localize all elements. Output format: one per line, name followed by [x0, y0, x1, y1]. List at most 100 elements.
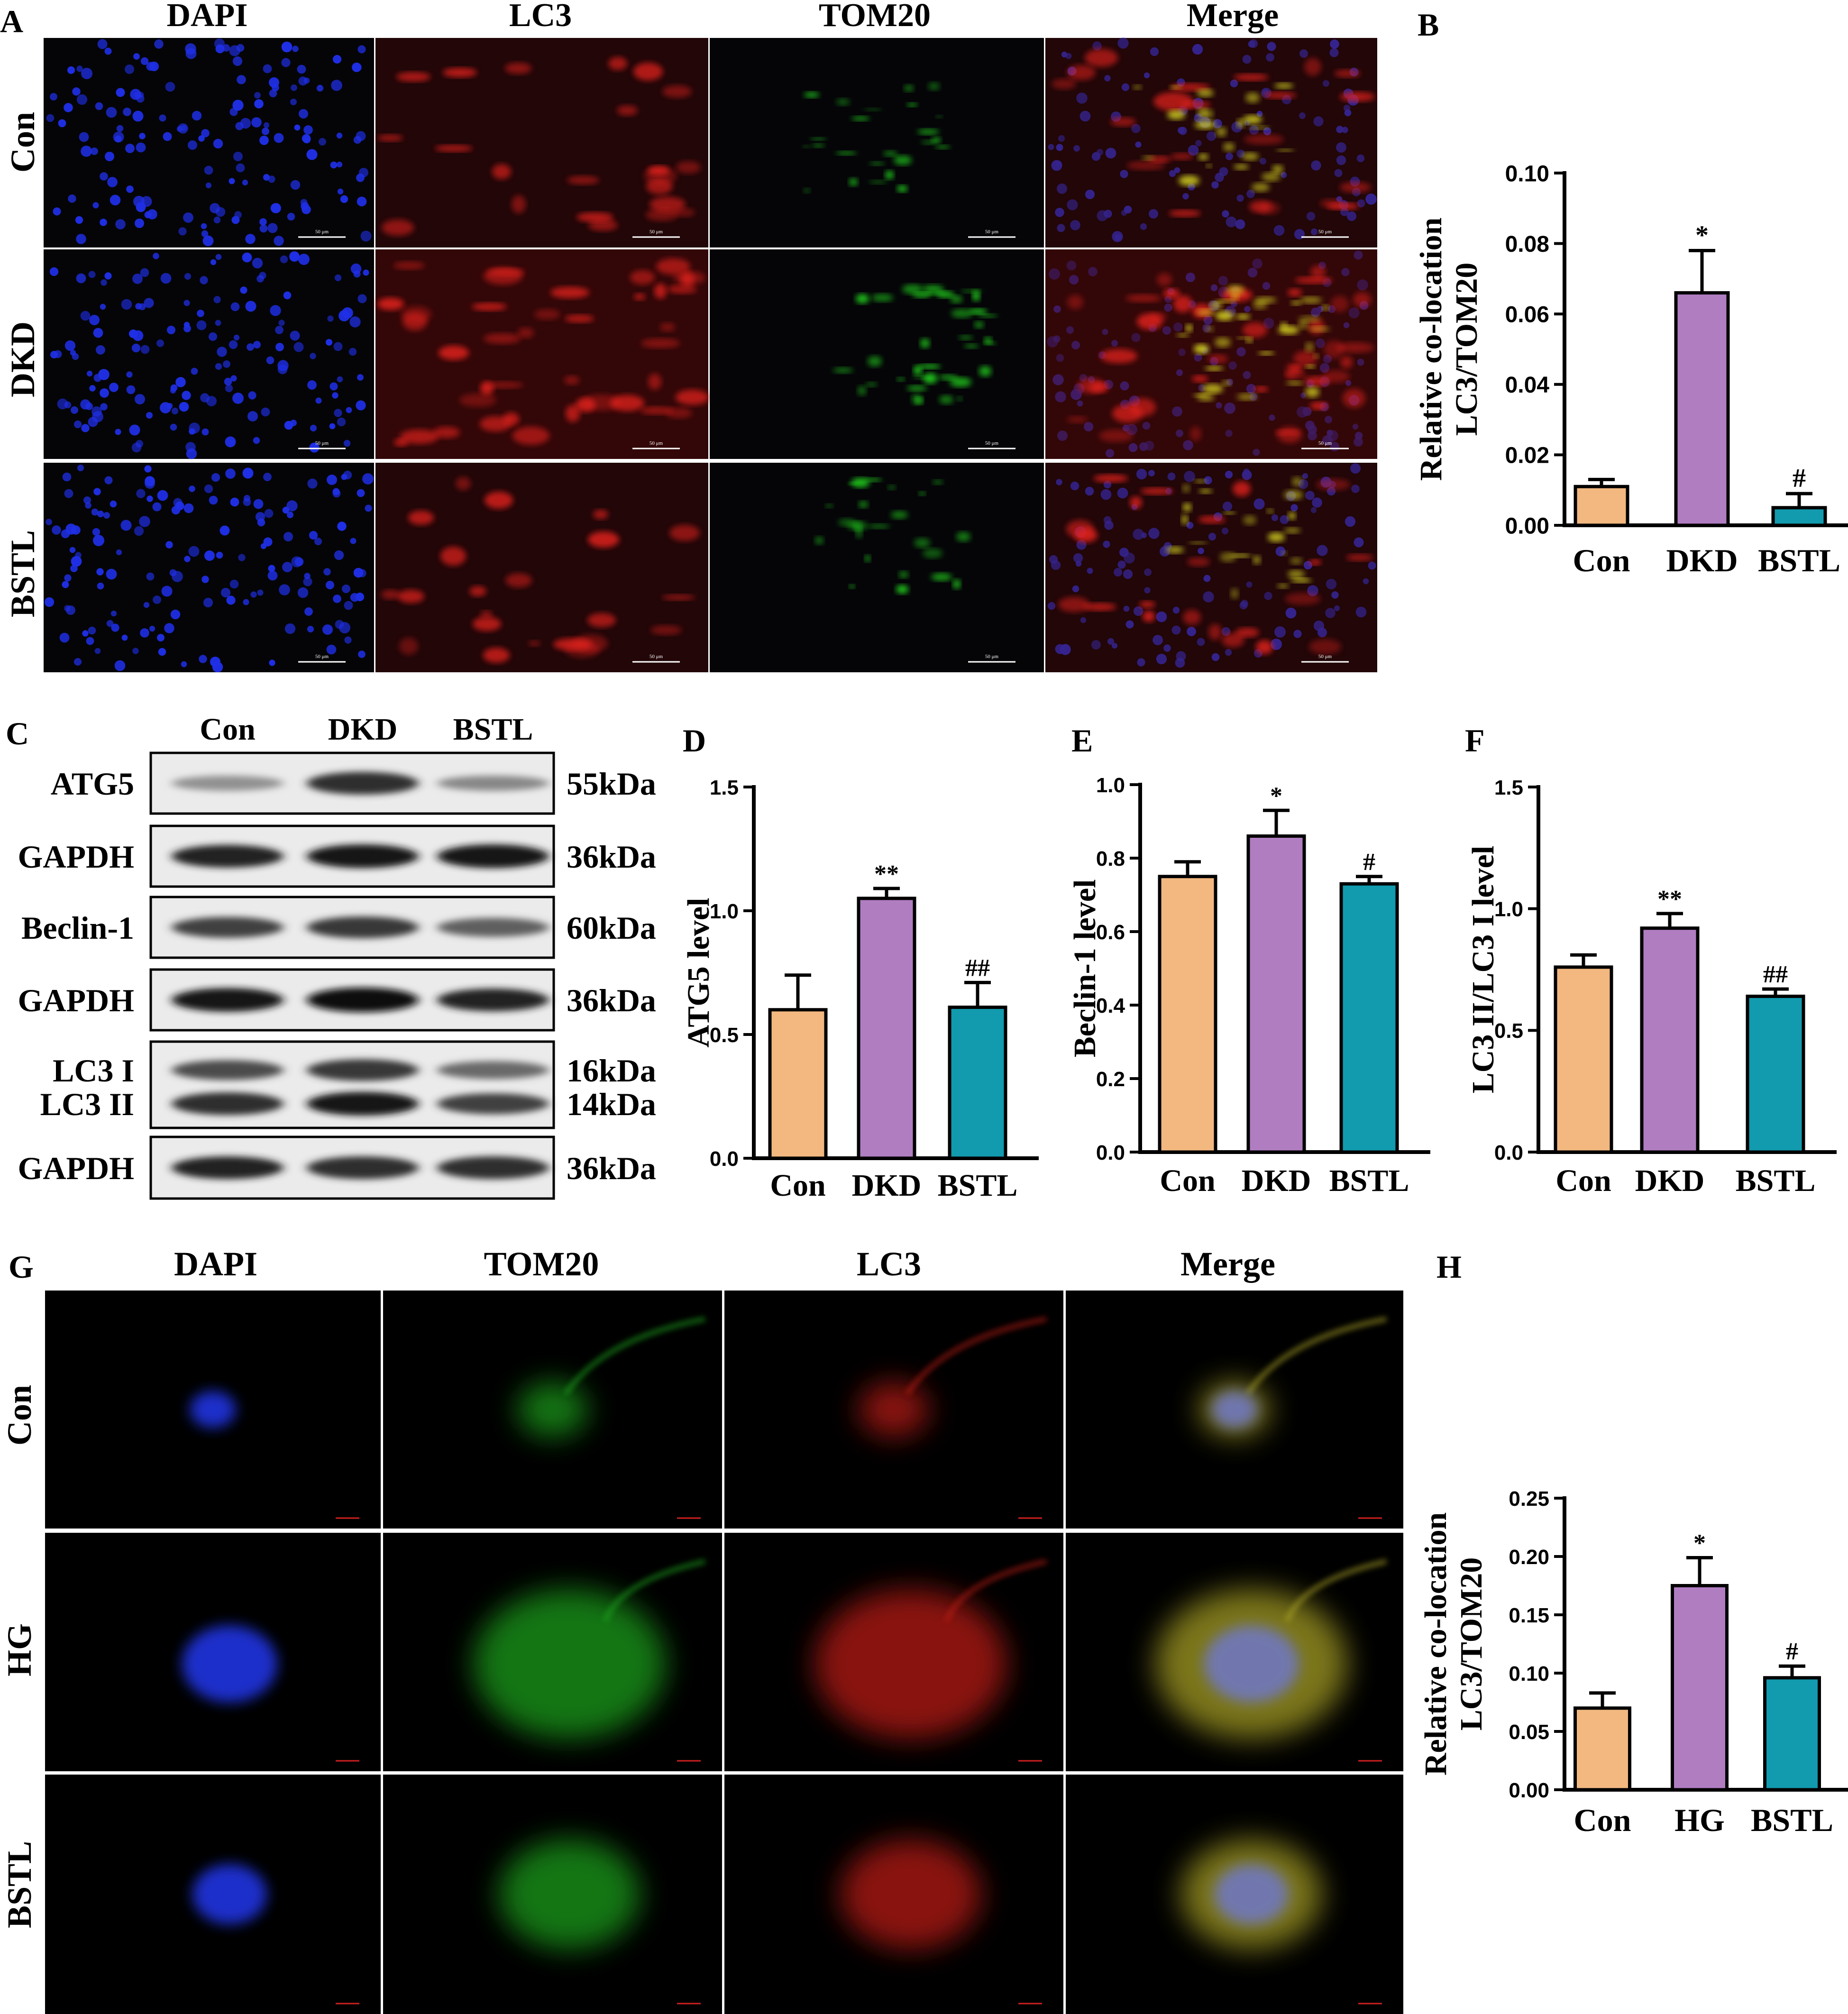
y-tick-label: 0.00	[1509, 1779, 1549, 1802]
micrograph-g-con-dapi	[45, 1291, 381, 1529]
y-tick-label: 0.6	[1096, 921, 1125, 944]
micrograph-grid-g	[45, 1291, 1403, 2014]
category-label: Con	[1555, 1163, 1611, 1198]
y-tick-label: 1.0	[1096, 774, 1125, 797]
y-tick-label: 0.20	[1509, 1546, 1549, 1569]
blot-band	[437, 844, 549, 868]
col-header-a-1: LC3	[509, 0, 572, 34]
micrograph-a-bstl-tom20: 50 μm	[710, 463, 1044, 672]
scale-bar-label: 50 μm	[1318, 654, 1332, 659]
col-header-g-0: DAPI	[174, 1245, 257, 1283]
blot-strip-atg5: ATG5 55kDa	[51, 751, 656, 815]
micrograph-a-con-tom20: 50 μm	[710, 38, 1044, 247]
row-label-a-0: Con	[4, 112, 42, 173]
lane-label-2: BSTL	[453, 712, 533, 747]
significance-mark: #	[1793, 464, 1806, 493]
y-tick-label: 0.0	[710, 1147, 739, 1171]
micrograph-grid-a: 50 μm 50 μm 50 μm 50 μm 50 μm 50 μm 50 μm 50 μm…	[44, 37, 1377, 673]
micrograph-g-hg-tom20	[383, 1533, 722, 1771]
blot-strip-gapdh: GAPDH 36kDa	[18, 1135, 656, 1200]
scale-bar-label: 50 μm	[315, 654, 329, 659]
micrograph-a-dkd-dapi: 50 μm	[44, 249, 374, 459]
micrograph-g-con-merge	[1066, 1291, 1403, 1529]
blot-band	[307, 916, 419, 938]
scale-bar-label: 50 μm	[985, 229, 999, 235]
panel-letter-g: G	[9, 1249, 34, 1285]
molecular-weight-label: 36kDa	[567, 982, 656, 1018]
blot-band	[437, 1156, 549, 1179]
y-tick-label: 0.2	[1096, 1068, 1125, 1091]
blot-band	[437, 1061, 549, 1079]
scale-bar-label: 50 μm	[650, 229, 663, 235]
y-axis-label: Beclin-1 level	[1068, 879, 1102, 1058]
micrograph-a-bstl-dapi: 50 μm	[44, 463, 374, 673]
category-label: BSTL	[1736, 1163, 1816, 1198]
blot-band	[307, 1156, 419, 1179]
blot-band	[437, 1093, 549, 1114]
micrograph-a-con-lc3: 50 μm	[375, 38, 708, 247]
blot-band	[307, 1059, 419, 1081]
chart-e: E 0.0 0.2 0.4 0.6 0.8 1.0 Con * DKD # BSTL Beclin-1 …	[1068, 723, 1430, 1198]
y-tick-label: 1.5	[1494, 776, 1523, 799]
micrograph-g-con-lc3	[724, 1291, 1063, 1529]
blot-band	[437, 989, 549, 1011]
significance-mark: **	[874, 861, 899, 888]
y-tick-label: 0.15	[1509, 1604, 1549, 1627]
panel-letter-b: B	[1418, 7, 1439, 43]
y-tick-label: 0.10	[1509, 1662, 1549, 1685]
blot-band	[172, 1060, 284, 1080]
blot-band	[172, 1092, 284, 1115]
micrograph-g-bstl-dapi	[45, 1775, 381, 2014]
significance-mark: **	[1657, 886, 1682, 913]
bar-con	[1158, 875, 1217, 1154]
micrograph-a-bstl-merge: 50 μm	[1045, 463, 1377, 672]
blot-band	[172, 845, 284, 868]
bar-con	[1574, 485, 1629, 527]
row-label-g-0: Con	[0, 1385, 38, 1446]
protein-label: GAPDH	[18, 1150, 134, 1186]
bar-charts: B 0.00 0.02 0.04 0.06 0.08 0.10 Con * DKD # BSTL Rel…	[681, 7, 1848, 1838]
y-tick-label: 1.5	[710, 776, 739, 799]
bar-dkd	[857, 897, 916, 1160]
row-label-a-1: DKD	[4, 321, 42, 397]
significance-mark: #	[1786, 1638, 1798, 1665]
blot-band	[437, 918, 549, 937]
scale-bar-label: 50 μm	[1318, 440, 1332, 446]
y-tick-label: 0.04	[1505, 373, 1550, 398]
bar-hg	[1671, 1584, 1729, 1792]
y-axis-label: ATG5 level	[681, 898, 716, 1048]
significance-mark: ##	[1763, 961, 1788, 988]
y-tick-label: 0.25	[1509, 1487, 1549, 1510]
y-tick-label: 0.02	[1505, 443, 1549, 468]
scale-bar-label: 50 μm	[1318, 229, 1332, 235]
row-label-g-2: BSTL	[0, 1841, 38, 1928]
scale-bar-label: 50 μm	[315, 229, 329, 235]
significance-mark: #	[1363, 849, 1375, 876]
y-axis-label: LC3/TOM20	[1449, 263, 1484, 436]
panel-letter-c: C	[6, 715, 29, 751]
bar-bstl	[948, 1006, 1007, 1160]
micrograph-a-bstl-lc3: 50 μm	[375, 463, 708, 672]
y-axis-label: Relative co-location	[1414, 218, 1448, 481]
chart-b: B 0.00 0.02 0.04 0.06 0.08 0.10 Con * DKD # BSTL Rel…	[1414, 7, 1848, 578]
y-tick-label: 0.4	[1096, 994, 1125, 1017]
micrograph-g-bstl-merge	[1066, 1775, 1403, 2014]
blot-strips: ATG5 55kDa GAPDH 36kDa Beclin-1 60kDa GAPDH 36k…	[18, 751, 656, 1200]
scale-bar-label: 50 μm	[315, 440, 329, 446]
category-label: HG	[1674, 1802, 1725, 1838]
scale-bar-label: 50 μm	[985, 440, 999, 446]
micrograph-g-con-tom20	[383, 1291, 722, 1529]
bar-dkd	[1674, 291, 1730, 527]
blot-band	[172, 917, 284, 938]
molecular-weight-label: 36kDa	[567, 839, 656, 875]
blot-band	[307, 772, 419, 795]
blot-band	[307, 988, 419, 1012]
scale-bar-label: 50 μm	[650, 440, 663, 446]
lane-label-1: DKD	[328, 712, 398, 747]
y-axis-label: LC3/TOM20	[1454, 1557, 1489, 1730]
blot-strip-beclin-1: Beclin-1 60kDa	[21, 896, 656, 959]
bar-bstl	[1771, 506, 1827, 527]
bar-bstl	[1746, 994, 1805, 1154]
blot-band	[437, 776, 549, 791]
